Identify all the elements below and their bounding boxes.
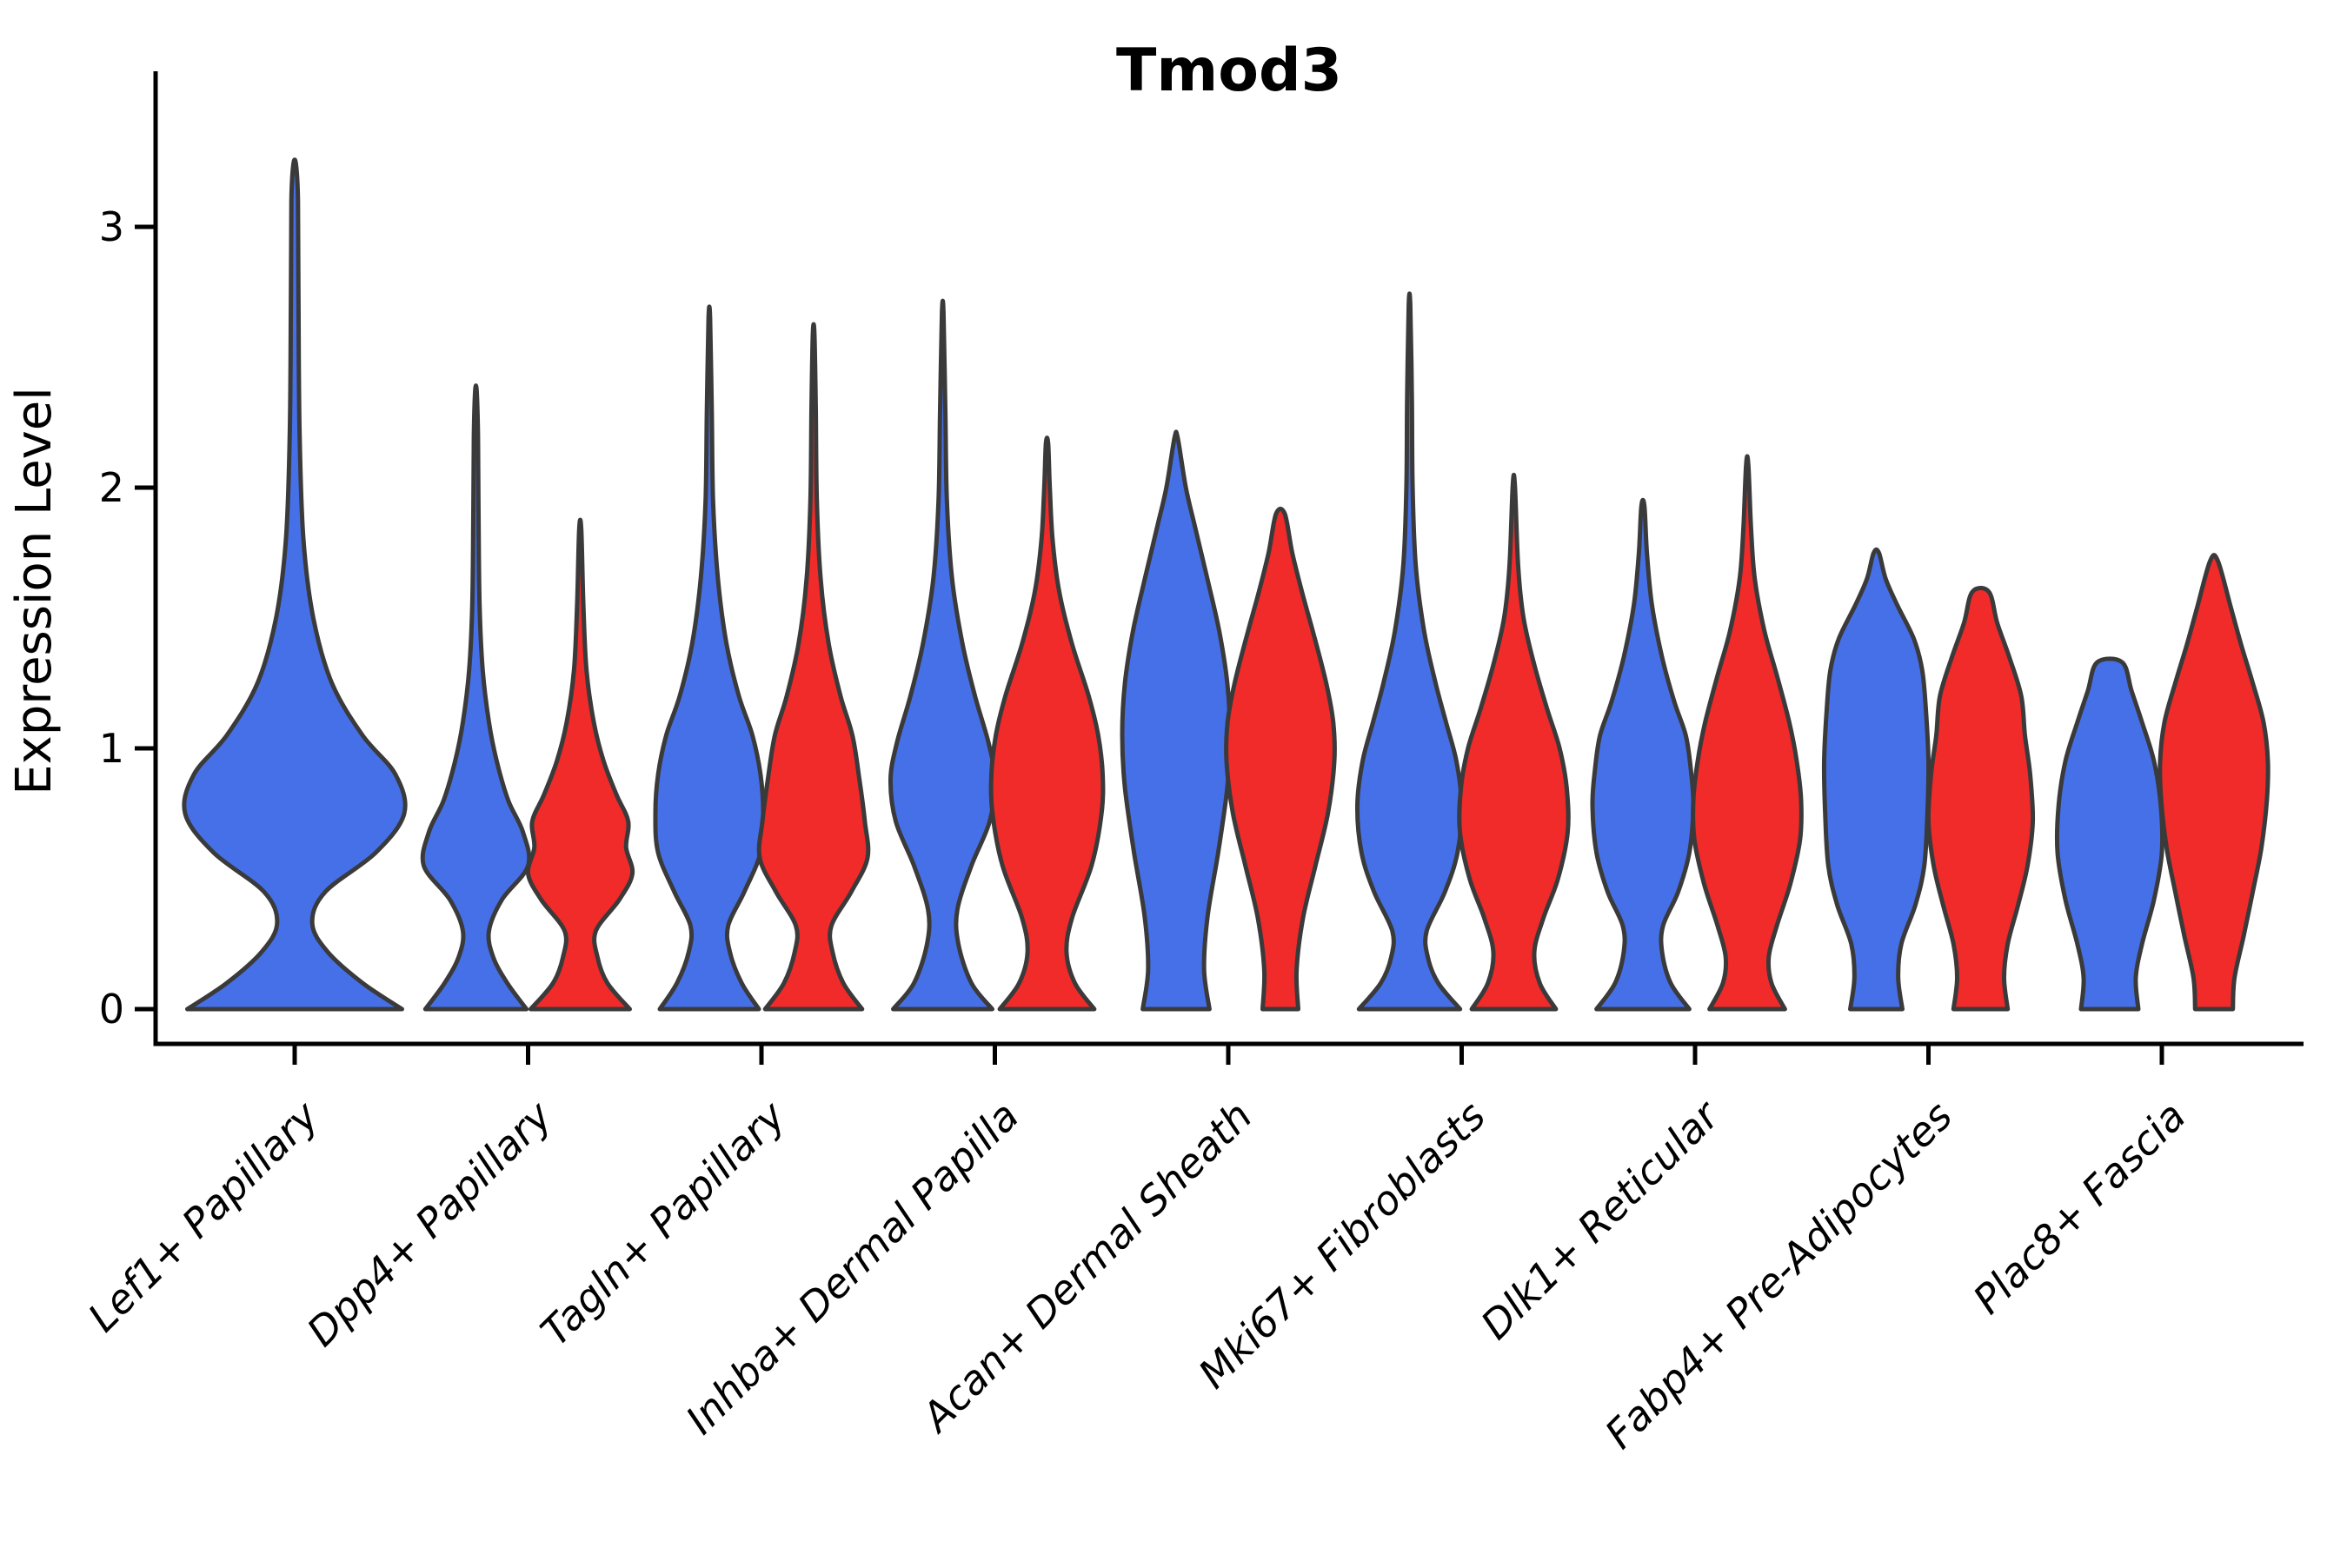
violin-tagln-papillary-red [756,322,871,1012]
plot-title: Tmod3 [1116,37,1342,105]
violin-mki67-fibroblasts-blue [1354,291,1465,1012]
x-tick-label-dpp4-papillary: Dpp4+ Papillary [298,1092,562,1355]
x-tick-label-dlk1-reticular: Dlk1+ Reticular [1472,1090,1730,1348]
y-tick-label: 3 [99,203,124,250]
x-tick-label-plac8-fascia: Plac8+ Fascia [1964,1093,2194,1323]
violin-tagln-papillary-blue [653,304,766,1012]
violin-fabp4-pre-adipocytes-blue [1821,547,1931,1012]
violin-fabp4-pre-adipocytes-red [1925,586,2036,1012]
violin-plac8-fascia-red [2158,553,2271,1012]
violin-dlk1-reticular-blue [1590,497,1696,1012]
violin-plac8-fascia-blue [2054,656,2165,1012]
violin-inhba-dermal-papilla-red [988,435,1106,1012]
violin-acan-dermal-sheath-red [1224,506,1337,1012]
violin-mki67-fibroblasts-red [1457,472,1571,1012]
x-tick-label-lef1-papillary: Lef1+ Papillary [79,1092,328,1340]
x-tick-label-tagln-papillary: Tagln+ Papillary [531,1092,795,1355]
y-tick-layer: 0 1 2 3 [99,203,156,1033]
violin-dlk1-reticular-red [1691,454,1804,1012]
y-axis-label: Expression Level [6,387,63,795]
y-tick-label: 2 [99,464,124,511]
y-tick-label: 0 [99,986,124,1033]
y-tick-label: 1 [99,725,124,772]
violin-inhba-dermal-papilla-blue [888,298,998,1012]
violin-lef1-papillary-blue [182,157,408,1012]
violins-layer [182,157,2271,1012]
violin-dpp4-papillary-red [525,517,635,1012]
violin-acan-dermal-sheath-blue [1120,429,1233,1012]
violin-dpp4-papillary-blue [420,383,532,1012]
